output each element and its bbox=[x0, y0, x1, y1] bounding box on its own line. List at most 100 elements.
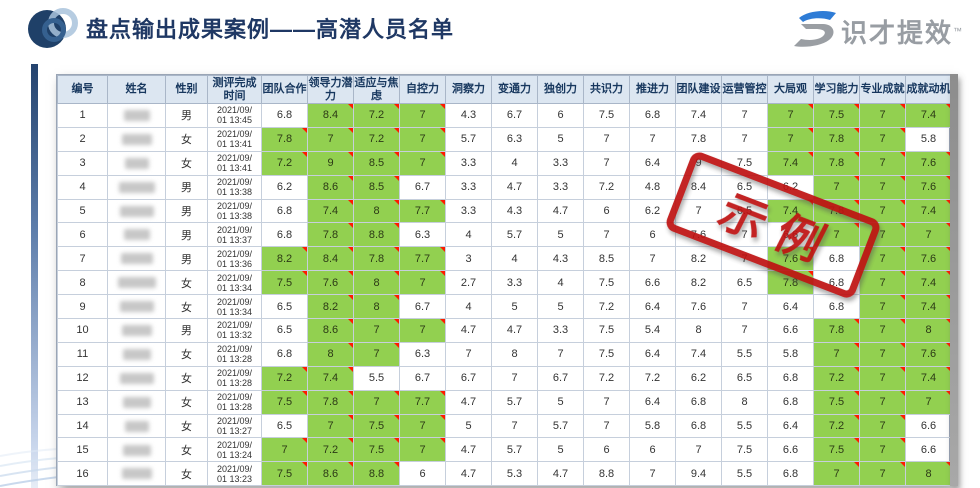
score-cell: 4 bbox=[491, 246, 538, 272]
score-cell: 7 bbox=[859, 437, 906, 463]
table-row: 13 女 2021/09/01 13:28 7.5 7.8 7 7.7 4.7 5.7 5 7 6.4… bbox=[57, 389, 952, 415]
score-cell: 7 bbox=[629, 461, 676, 487]
cell-completed-at: 2021/09/01 13:32 bbox=[207, 318, 262, 343]
score-cell: 6 bbox=[399, 461, 446, 487]
redacted-name bbox=[122, 444, 151, 456]
cell-name bbox=[107, 174, 166, 200]
cell-name bbox=[107, 270, 166, 296]
trademark-symbol: ™ bbox=[953, 26, 962, 36]
col-header: 变通力 bbox=[491, 75, 538, 104]
col-header: 自控力 bbox=[399, 75, 446, 104]
score-cell: 7 bbox=[859, 174, 906, 200]
redacted-name bbox=[123, 110, 150, 122]
cell-gender: 女 bbox=[165, 389, 208, 415]
score-cell: 5.5 bbox=[721, 341, 768, 367]
slide-header: 盘点输出成果案例——高潜人员名单 识才提效 ™ bbox=[0, 0, 980, 62]
score-cell: 6.3 bbox=[399, 222, 446, 248]
score-cell: 4 bbox=[537, 270, 584, 296]
cell-completed-at: 2021/09/01 13:38 bbox=[207, 174, 262, 200]
cell-name bbox=[107, 341, 166, 367]
score-cell: 9 bbox=[675, 150, 722, 176]
score-cell: 6.5 bbox=[721, 270, 768, 296]
cell-id: 1 bbox=[57, 103, 108, 128]
score-cell: 7.4 bbox=[905, 270, 952, 296]
cell-gender: 男 bbox=[165, 174, 208, 200]
score-cell: 4.7 bbox=[445, 461, 492, 487]
score-cell: 8 bbox=[905, 461, 952, 487]
score-cell: 4 bbox=[491, 150, 538, 176]
score-cell: 7 bbox=[629, 246, 676, 272]
cell-completed-at: 2021/09/01 13:27 bbox=[207, 413, 262, 439]
redacted-name bbox=[121, 468, 152, 480]
score-cell: 8 bbox=[353, 294, 400, 320]
score-cell: 6 bbox=[583, 437, 630, 463]
score-cell: 5.5 bbox=[721, 461, 768, 487]
score-cell: 7 bbox=[399, 150, 446, 176]
score-cell: 6.8 bbox=[261, 222, 308, 248]
score-cell: 7.4 bbox=[905, 365, 952, 391]
score-cell: 3.3 bbox=[537, 150, 584, 176]
score-cell: 7.8 bbox=[261, 126, 308, 152]
score-cell: 7.5 bbox=[353, 413, 400, 439]
score-cell: 6.8 bbox=[261, 198, 308, 224]
score-cell: 7.2 bbox=[261, 150, 308, 176]
score-cell: 5 bbox=[537, 294, 584, 320]
score-cell: 6.5 bbox=[721, 174, 768, 200]
score-cell: 8.4 bbox=[307, 246, 354, 272]
col-header: 学习能力 bbox=[813, 75, 860, 104]
cell-completed-at: 2021/09/01 13:38 bbox=[207, 198, 262, 224]
score-cell: 3.3 bbox=[537, 318, 584, 343]
score-cell: 7 bbox=[721, 318, 768, 343]
cell-id: 9 bbox=[57, 294, 108, 320]
score-cell: 7.7 bbox=[399, 389, 446, 415]
score-cell: 7 bbox=[859, 461, 906, 487]
score-cell: 7.5 bbox=[583, 270, 630, 296]
cell-gender: 男 bbox=[165, 222, 208, 248]
table-row: 10 男 2021/09/01 13:32 6.5 8.6 7 7 4.7 4.7 3.3 7.5 5… bbox=[57, 318, 952, 343]
col-header: 共识力 bbox=[583, 75, 630, 104]
score-cell: 6.5 bbox=[261, 413, 308, 439]
score-cell: 3.3 bbox=[445, 150, 492, 176]
cell-gender: 女 bbox=[165, 150, 208, 176]
score-cell: 7.5 bbox=[261, 270, 308, 296]
cell-name bbox=[107, 318, 166, 343]
score-cell: 8.2 bbox=[675, 246, 722, 272]
cell-completed-at: 2021/09/01 13:41 bbox=[207, 150, 262, 176]
cell-name bbox=[107, 198, 166, 224]
score-cell: 7 bbox=[261, 437, 308, 463]
score-cell: 7 bbox=[721, 222, 768, 248]
score-cell: 4 bbox=[445, 294, 492, 320]
score-cell: 7.5 bbox=[261, 461, 308, 487]
col-header: 编号 bbox=[57, 75, 108, 104]
redacted-name bbox=[121, 133, 152, 145]
score-cell: 8 bbox=[307, 341, 354, 367]
col-header: 性别 bbox=[165, 75, 208, 104]
score-cell: 7 bbox=[353, 318, 400, 343]
score-cell: 5.7 bbox=[445, 126, 492, 152]
score-cell: 6.8 bbox=[767, 365, 814, 391]
score-cell: 7.2 bbox=[583, 174, 630, 200]
score-cell: 4.7 bbox=[445, 437, 492, 463]
score-cell: 7 bbox=[905, 222, 952, 248]
score-cell: 5 bbox=[491, 294, 538, 320]
score-cell: 5.5 bbox=[353, 365, 400, 391]
score-cell: 7.6 bbox=[307, 270, 354, 296]
table-row: 2 女 2021/09/01 13:41 7.8 7 7.2 7 5.7 6.3 5 7 7 7.8 7 7… bbox=[57, 126, 952, 152]
score-cell: 7.2 bbox=[583, 365, 630, 391]
col-header: 团队合作 bbox=[261, 75, 308, 104]
cell-name bbox=[107, 294, 166, 320]
score-cell: 6.8 bbox=[813, 294, 860, 320]
score-cell: 7 bbox=[859, 389, 906, 415]
score-cell: 6.5 bbox=[261, 318, 308, 343]
col-header: 姓名 bbox=[107, 75, 166, 104]
score-cell: 8 bbox=[905, 318, 952, 343]
left-accent-bar bbox=[31, 64, 38, 488]
score-cell: 6.8 bbox=[813, 270, 860, 296]
score-cell: 6.4 bbox=[629, 294, 676, 320]
score-cell: 7.6 bbox=[767, 246, 814, 272]
table-row: 12 女 2021/09/01 13:28 7.2 7.4 5.5 6.7 6.7 7 6.7 7.… bbox=[57, 365, 952, 391]
score-cell: 7 bbox=[905, 389, 952, 415]
cell-name bbox=[107, 103, 166, 128]
redacted-name bbox=[124, 157, 149, 169]
cell-name bbox=[107, 413, 166, 439]
